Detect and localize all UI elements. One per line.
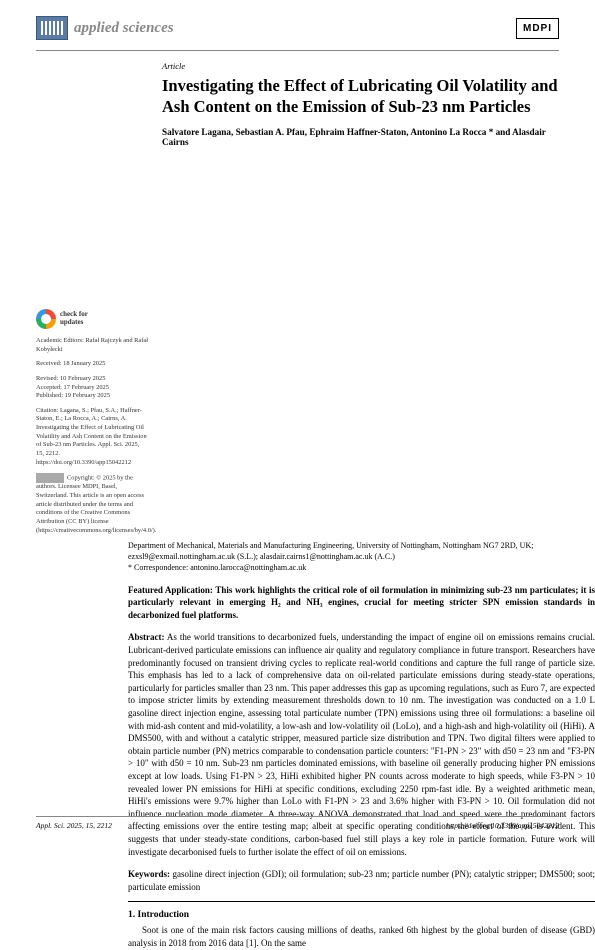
copyright-text: Copyright: © 2025 by the authors. Licens… bbox=[36, 475, 156, 534]
publisher-logo: MDPI bbox=[516, 18, 559, 39]
journal-logo: applied sciences bbox=[36, 16, 174, 40]
featured-application: Featured Application: This work highligh… bbox=[128, 584, 595, 622]
sidebar: check for updates Academic Editors: Rafa… bbox=[36, 61, 148, 541]
section-rule bbox=[128, 901, 595, 902]
author-list: Salvatore Lagana, Sebastian A. Pfau, Eph… bbox=[162, 127, 559, 147]
check-updates-label: check for updates bbox=[60, 311, 88, 326]
footer-left: Appl. Sci. 2025, 15, 2212 bbox=[36, 821, 112, 830]
cc-by-icon bbox=[36, 473, 64, 483]
check-updates-badge[interactable]: check for updates bbox=[36, 309, 148, 329]
affiliation-line: Department of Mechanical, Materials and … bbox=[128, 541, 595, 563]
article-title: Investigating the Effect of Lubricating … bbox=[162, 75, 559, 117]
keywords-text: gasoline direct injection (GDI); oil for… bbox=[128, 869, 595, 892]
journal-icon bbox=[36, 16, 68, 40]
section-1-heading: 1. Introduction bbox=[128, 910, 595, 920]
citation-block: Citation: Lagana, S.; Pfau, S.A.; Haffne… bbox=[36, 407, 148, 467]
date-accepted: Accepted: 17 February 2025 bbox=[36, 384, 148, 393]
keywords-block: Keywords: gasoline direct injection (GDI… bbox=[128, 868, 595, 893]
content-column: Article Investigating the Effect of Lubr… bbox=[162, 61, 559, 541]
correspondence-line: * Correspondence: antonino.larocca@notti… bbox=[128, 563, 595, 574]
main-area: check for updates Academic Editors: Rafa… bbox=[0, 51, 595, 541]
section-1-body: Soot is one of the main risk factors cau… bbox=[128, 924, 595, 949]
section-1: 1. Introduction Soot is one of the main … bbox=[128, 901, 595, 949]
keywords-label: Keywords: bbox=[128, 869, 170, 879]
date-received: Received: 18 January 2025 bbox=[36, 360, 148, 369]
page-footer: Appl. Sci. 2025, 15, 2212 https://doi.or… bbox=[36, 816, 559, 830]
featured-label: Featured Application: bbox=[128, 585, 213, 595]
date-revised: Revised: 10 February 2025 bbox=[36, 375, 148, 384]
date-published: Published: 19 February 2025 bbox=[36, 392, 148, 401]
affiliation-block: Department of Mechanical, Materials and … bbox=[128, 541, 595, 573]
academic-editors: Academic Editors: Rafał Rajczyk and Rafa… bbox=[36, 337, 148, 354]
abstract-label: Abstract: bbox=[128, 632, 165, 642]
journal-name: applied sciences bbox=[74, 20, 174, 37]
check-updates-icon bbox=[36, 309, 56, 329]
page-header: applied sciences MDPI bbox=[0, 0, 595, 50]
article-type: Article bbox=[162, 61, 559, 71]
check-label-2: updates bbox=[60, 318, 83, 326]
copyright-block: Copyright: © 2025 by the authors. Licens… bbox=[36, 473, 148, 535]
footer-right[interactable]: https://doi.org/10.3390/app15042212 bbox=[446, 821, 559, 830]
